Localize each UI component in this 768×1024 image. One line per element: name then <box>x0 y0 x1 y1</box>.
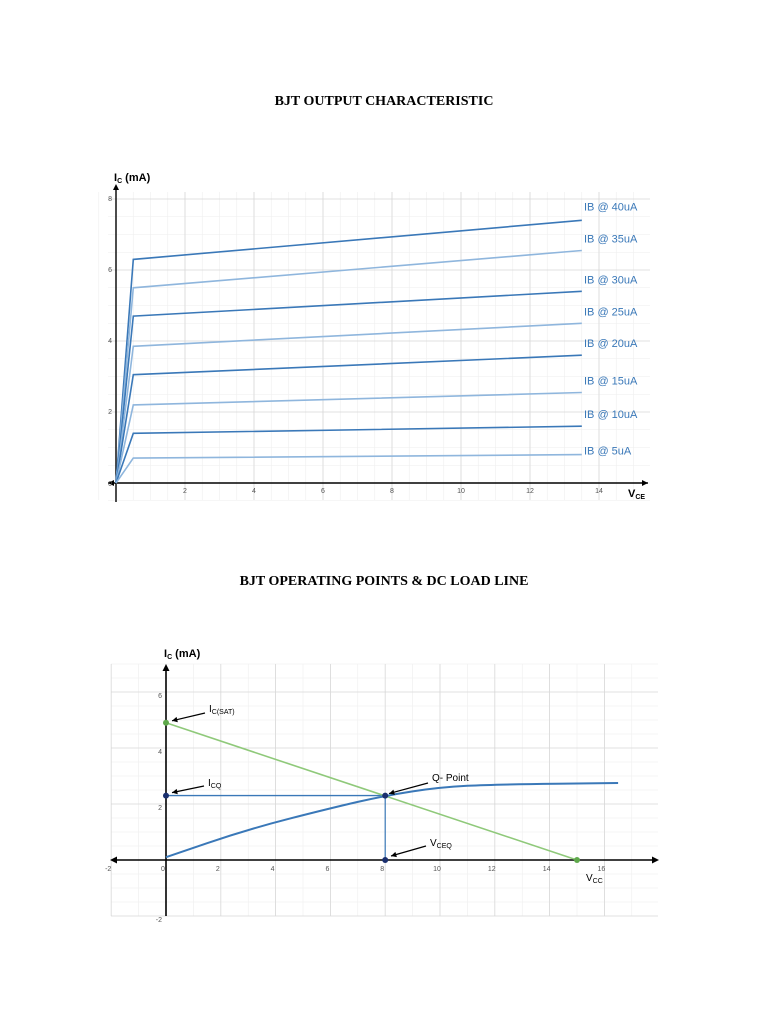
x-tick-label: 0 <box>161 866 165 873</box>
icq-arrow-head <box>172 788 178 795</box>
icsat-arrow <box>171 712 206 722</box>
x-tick-label: 6 <box>325 866 329 873</box>
vceq-arrow <box>390 845 427 857</box>
operating-point <box>574 857 580 863</box>
x-tick-label: 14 <box>595 488 603 495</box>
operating-point <box>163 719 169 726</box>
x-tick-label: 12 <box>526 488 534 495</box>
y-tick-label: 4 <box>158 749 162 756</box>
x-tick-label: 10 <box>433 866 441 873</box>
y-axis-label: IC (mA) <box>164 648 201 661</box>
x-tick-label: 8 <box>380 866 384 873</box>
series-line <box>115 322 582 484</box>
series-label: IB @ 25uA <box>584 306 638 318</box>
y-axis-arrow <box>162 664 170 671</box>
series-line <box>115 290 582 484</box>
chart1-series <box>115 219 582 484</box>
operating-point <box>382 857 389 863</box>
x-tick-label: 12 <box>488 866 496 873</box>
x-axis-arrow-left <box>108 480 114 486</box>
chart2-grid <box>110 663 658 917</box>
y-tick-label: 6 <box>158 693 162 700</box>
icsat-arrow-head <box>172 716 178 723</box>
x-tick-label: 6 <box>321 488 325 495</box>
series-line <box>115 391 582 484</box>
vceq-arrow-head <box>391 851 397 858</box>
chart2-labels: -2 0 2 4 6 8 10 12 14 16 -2 2 4 6 IC(SAT) ICQ Q- Point VC… <box>105 648 605 924</box>
origin-label: 0 <box>108 481 112 488</box>
series-line <box>115 453 582 484</box>
x-axis-arrow <box>652 856 659 864</box>
x-tick-label: 2 <box>216 866 220 873</box>
y-tick-label: 2 <box>108 409 112 416</box>
y-tick-label: 4 <box>108 338 112 345</box>
vcc-label: VCC <box>586 873 603 885</box>
y-axis-arrow <box>113 184 119 190</box>
series-line <box>115 249 582 484</box>
x-tick-label: 4 <box>252 488 256 495</box>
series-label: IB @ 35uA <box>584 233 638 245</box>
x-tick-label: 4 <box>271 866 275 873</box>
x-tick-label: 10 <box>457 488 465 495</box>
x-axis-arrow <box>642 480 648 486</box>
x-axis-label: VCE <box>628 488 645 501</box>
series-label: IB @ 20uA <box>584 338 638 350</box>
chart1-axes <box>108 184 648 502</box>
operating-point <box>163 792 169 799</box>
y-tick-label: 6 <box>108 267 112 274</box>
x-tick-label: 8 <box>390 488 394 495</box>
y-tick-label: 8 <box>108 196 112 203</box>
icq-label: ICQ <box>208 778 222 790</box>
series-line <box>115 219 582 484</box>
x-axis-arrow-left <box>110 856 117 864</box>
series-label: IB @ 5uA <box>584 446 632 458</box>
y-axis-label: IC (mA) <box>114 172 151 185</box>
series-label: IB @ 10uA <box>584 409 638 421</box>
vceq-label: VCEQ <box>430 838 452 850</box>
chart2-lines <box>163 712 619 863</box>
chart1-title: BJT OUTPUT CHARACTERISTIC <box>274 94 494 109</box>
characteristic-curve <box>165 782 619 859</box>
icq-arrow <box>171 785 205 794</box>
y-tick-label: -2 <box>156 917 162 924</box>
x-tick-label: 2 <box>183 488 187 495</box>
qpoint-arrow-head <box>389 789 395 795</box>
qpoint-arrow <box>388 782 429 795</box>
x-tick-label: 14 <box>543 866 551 873</box>
chart2-title: BJT OPERATING POINTS & DC LOAD LINE <box>239 574 529 589</box>
operating-point <box>382 792 389 799</box>
chart1-labels: 2 4 6 8 10 12 14 2 4 6 8 0 IB @ 40uA IB @ 35uA IB @ 30… <box>108 172 645 501</box>
series-label: IB @ 15uA <box>584 375 638 387</box>
x-tick-label: 16 <box>598 866 606 873</box>
x-tick-label: -2 <box>105 866 111 873</box>
series-label: IB @ 30uA <box>584 274 638 286</box>
y-tick-label: 2 <box>158 805 162 812</box>
series-label: IB @ 40uA <box>584 201 638 213</box>
load-line <box>165 722 578 861</box>
series-line <box>115 354 582 484</box>
series-line <box>115 425 582 484</box>
icsat-label: IC(SAT) <box>209 704 235 716</box>
qpoint-label: Q- Point <box>432 773 469 784</box>
